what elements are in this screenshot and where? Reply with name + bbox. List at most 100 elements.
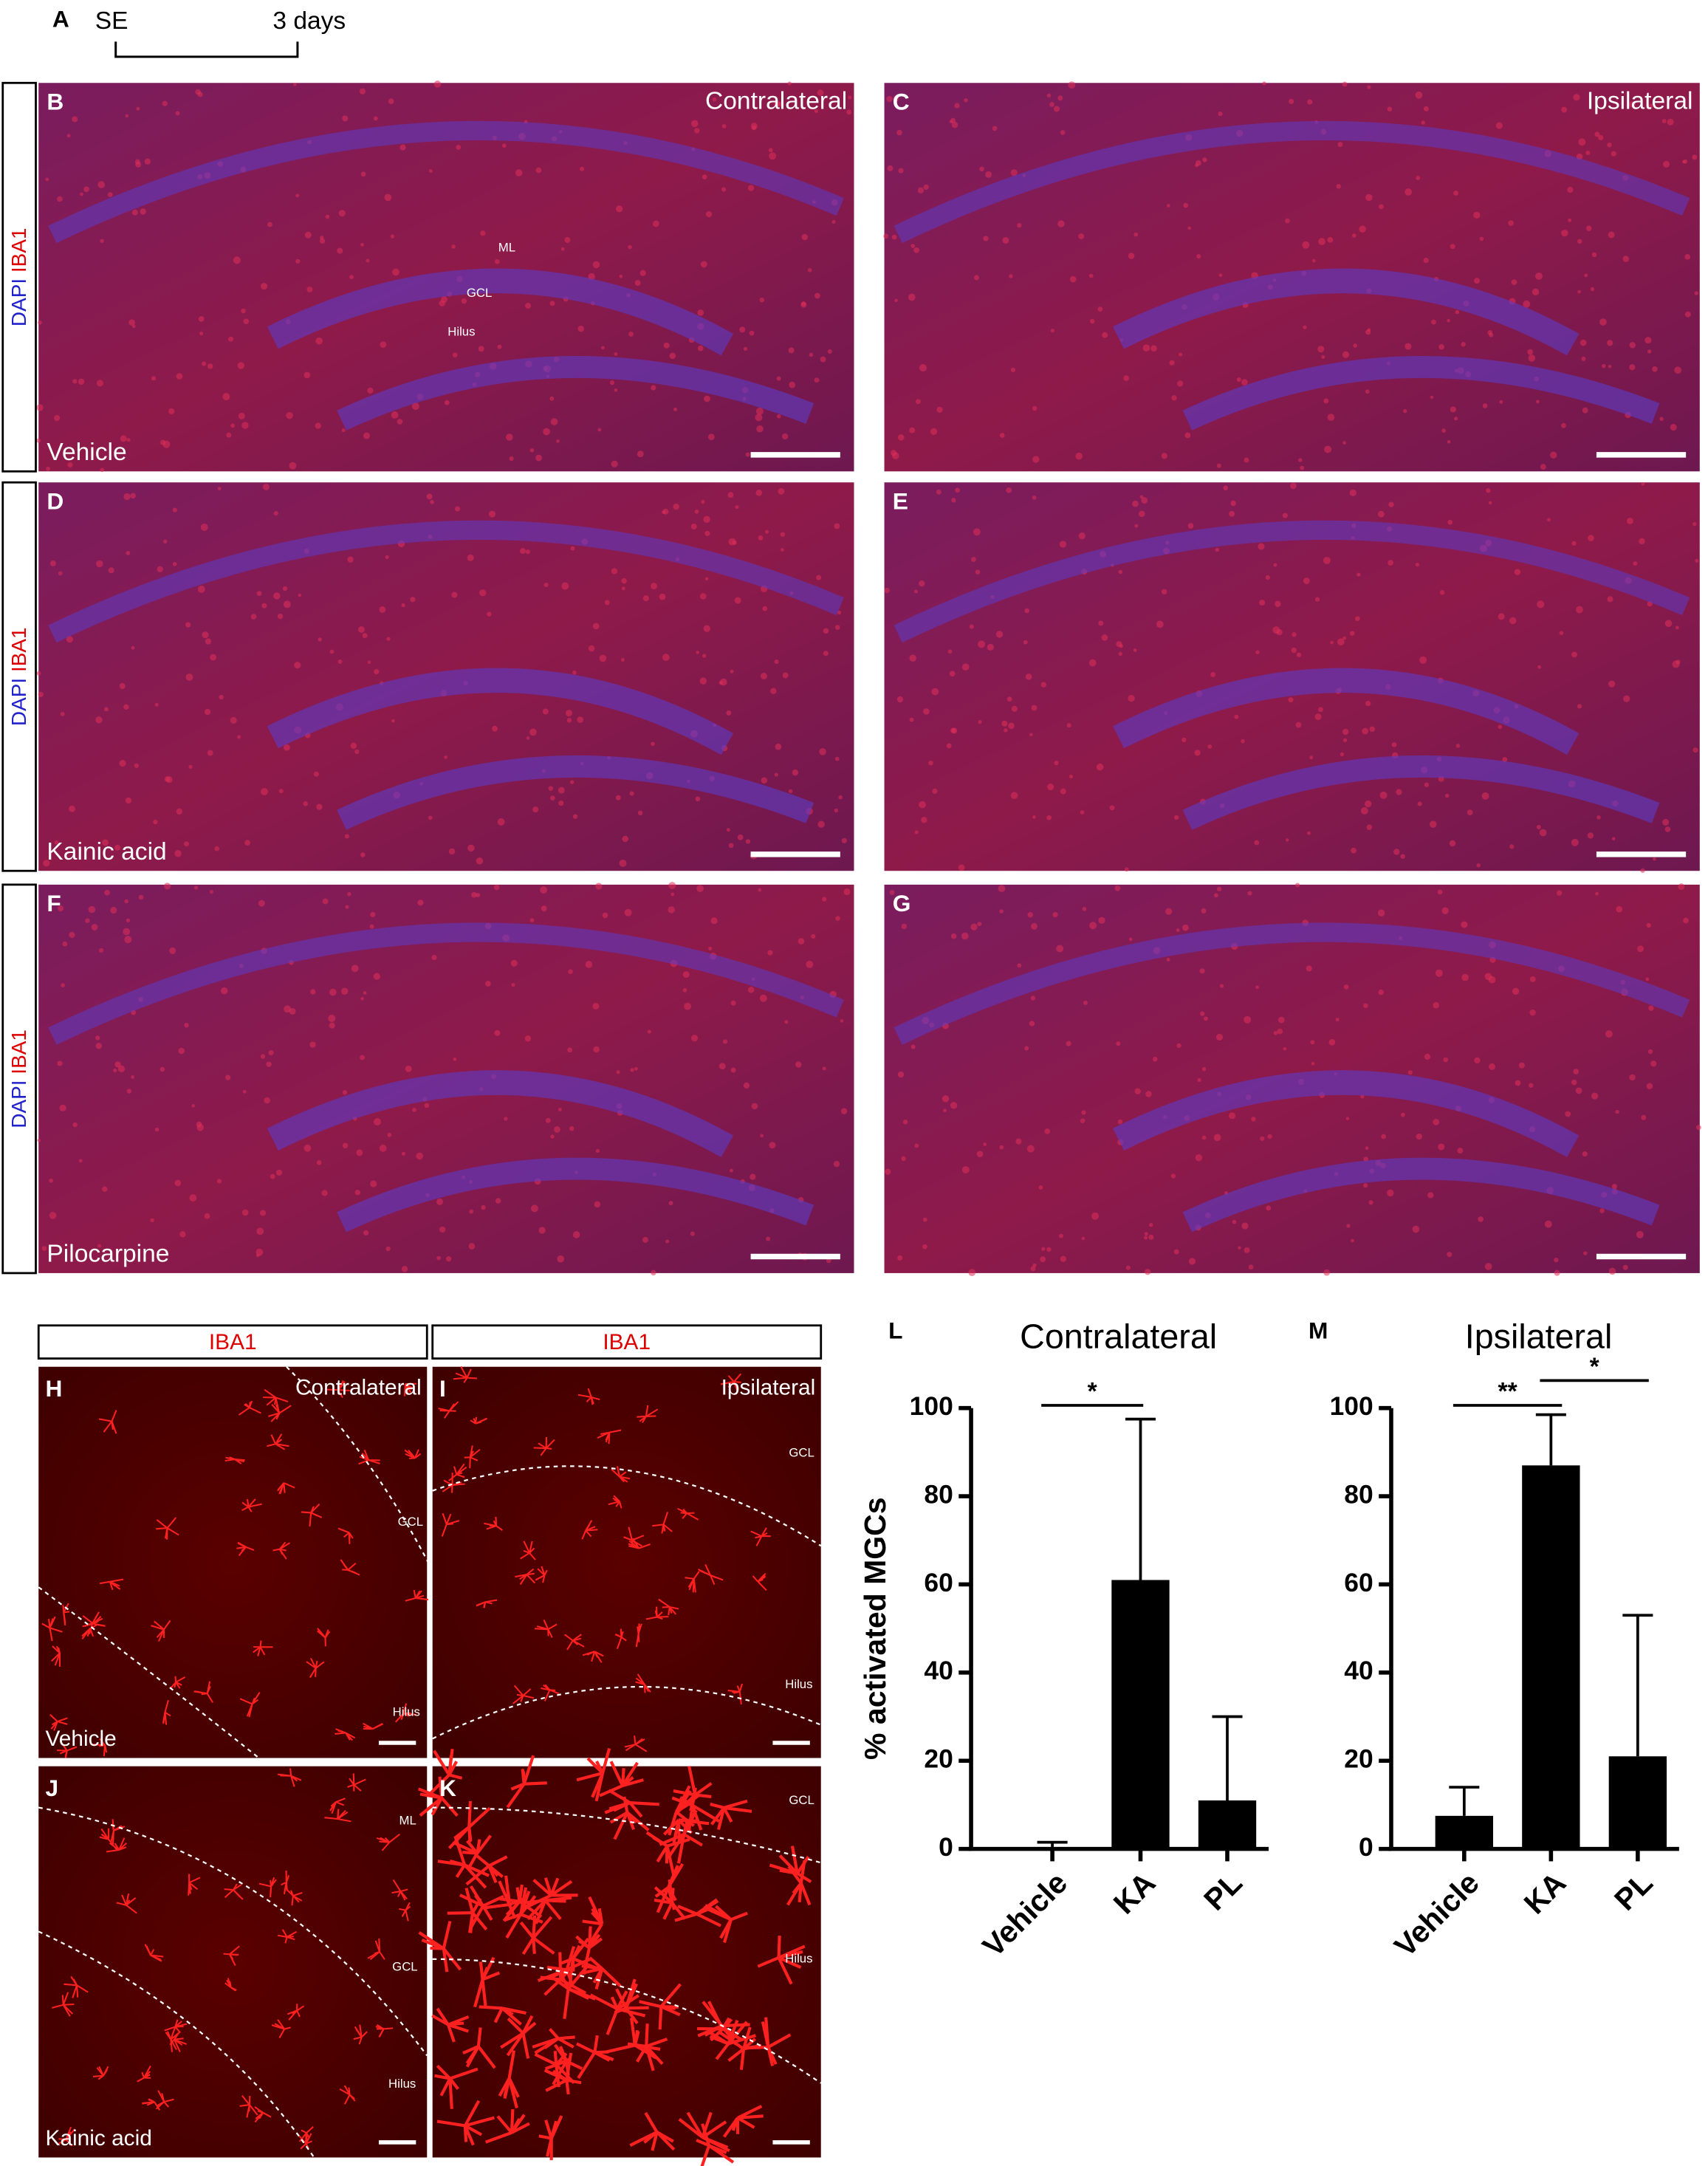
process — [704, 1564, 711, 1576]
process — [347, 1562, 357, 1571]
cell — [1416, 1133, 1422, 1140]
cell — [1289, 482, 1297, 490]
cell — [682, 971, 690, 979]
cell-layer — [48, 120, 844, 244]
cell — [104, 707, 109, 712]
cell — [80, 192, 83, 196]
process — [234, 1459, 242, 1464]
cell — [947, 649, 953, 654]
process — [109, 1580, 120, 1587]
process — [310, 1512, 318, 1517]
process — [724, 1806, 752, 1813]
cell — [599, 654, 607, 662]
cell — [1041, 1247, 1046, 1251]
cell — [1664, 620, 1673, 628]
cell — [1330, 640, 1334, 645]
cell — [244, 840, 250, 846]
cell — [1365, 700, 1371, 707]
x-tick-label: PL — [1197, 1865, 1249, 1917]
cell — [1457, 1148, 1464, 1154]
layer-boundary — [38, 1586, 260, 1759]
cell — [275, 1169, 283, 1176]
process — [553, 2043, 568, 2063]
process — [126, 1905, 137, 1914]
cell — [1161, 589, 1167, 594]
cell — [1032, 815, 1036, 819]
cell — [971, 557, 976, 562]
cell — [592, 1002, 600, 1010]
cell — [1415, 91, 1423, 99]
cell — [1343, 984, 1349, 990]
cell — [983, 236, 989, 241]
process — [254, 2112, 264, 2123]
cell — [1202, 157, 1207, 162]
cell — [1594, 131, 1600, 137]
process — [99, 1580, 111, 1585]
process — [790, 1845, 799, 1874]
cell — [1342, 636, 1347, 640]
process — [137, 2077, 145, 2083]
process — [591, 1396, 600, 1401]
cell — [202, 631, 209, 639]
cell — [1387, 106, 1393, 112]
process — [150, 1949, 155, 1956]
process — [552, 2060, 568, 2086]
process — [83, 1628, 91, 1636]
process — [560, 1957, 574, 1965]
process — [290, 1775, 295, 1787]
cell — [922, 1217, 927, 1222]
process — [246, 1498, 250, 1507]
cell — [1455, 309, 1460, 315]
process — [558, 2035, 575, 2040]
cell — [647, 1029, 651, 1034]
cell — [1518, 1062, 1525, 1069]
cell — [634, 280, 641, 286]
cell — [363, 991, 367, 995]
process — [500, 2032, 524, 2049]
cell — [964, 98, 968, 103]
process — [624, 1744, 636, 1748]
cell — [1450, 406, 1456, 413]
cell — [1387, 1189, 1394, 1197]
cell — [755, 414, 763, 422]
process — [615, 1501, 620, 1507]
cell — [113, 1068, 117, 1073]
cell — [773, 100, 781, 107]
process — [722, 1806, 733, 1823]
cell — [728, 538, 736, 546]
process — [76, 1984, 89, 1993]
bar — [1435, 1815, 1494, 1849]
process — [628, 1540, 639, 1549]
cell — [373, 116, 378, 121]
cell — [78, 1159, 83, 1163]
process — [566, 2060, 583, 2070]
cell — [162, 100, 168, 106]
process — [290, 1890, 294, 1896]
process — [174, 2031, 181, 2040]
cell — [1276, 629, 1283, 636]
process — [405, 1910, 409, 1922]
cell — [1559, 631, 1564, 636]
process — [605, 1432, 611, 1441]
cell — [1156, 620, 1164, 628]
cell — [690, 120, 699, 128]
cell — [1499, 400, 1503, 404]
cell — [737, 834, 744, 840]
process — [51, 1652, 61, 1662]
process — [448, 2077, 459, 2090]
cell — [1032, 405, 1038, 411]
process — [625, 1812, 637, 1824]
cell — [1089, 922, 1097, 930]
cell — [241, 422, 249, 429]
process — [455, 1864, 466, 1878]
process — [337, 1380, 344, 1391]
cell — [241, 308, 246, 314]
cell — [909, 717, 914, 722]
cell — [975, 569, 981, 575]
process — [438, 1776, 444, 1798]
micrograph-texture — [438, 1365, 771, 1752]
cell — [120, 435, 127, 442]
process — [156, 1527, 168, 1530]
cell — [1133, 232, 1139, 237]
cell — [1449, 840, 1456, 847]
